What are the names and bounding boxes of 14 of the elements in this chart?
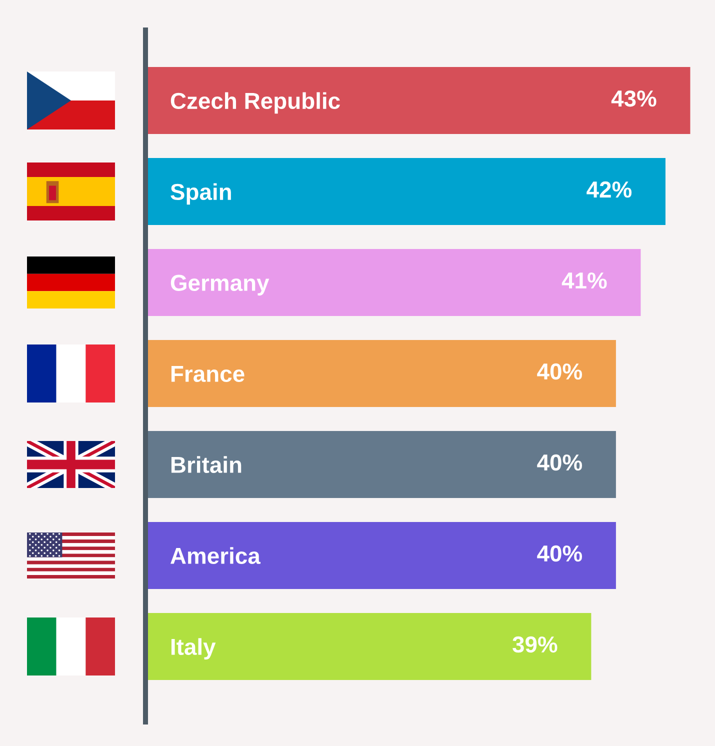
y-tick-label: Czech Republic xyxy=(170,92,340,114)
data-label: 40% xyxy=(537,363,582,380)
y-tick-label: Britain xyxy=(171,456,242,474)
y-tick-label: Spain xyxy=(170,183,231,205)
y-tick-label: Italy xyxy=(171,638,216,660)
data-label: 40% xyxy=(537,545,582,562)
y-tick-label: Germany xyxy=(170,274,270,296)
data-label: 40% xyxy=(537,454,582,471)
y-tick-label: America xyxy=(170,547,261,564)
data-label: 43% xyxy=(611,90,656,107)
data-label: 41% xyxy=(562,272,607,289)
y-tick-label: France xyxy=(171,366,244,382)
data-label: 42% xyxy=(586,181,632,198)
data-label: 39% xyxy=(512,636,558,653)
